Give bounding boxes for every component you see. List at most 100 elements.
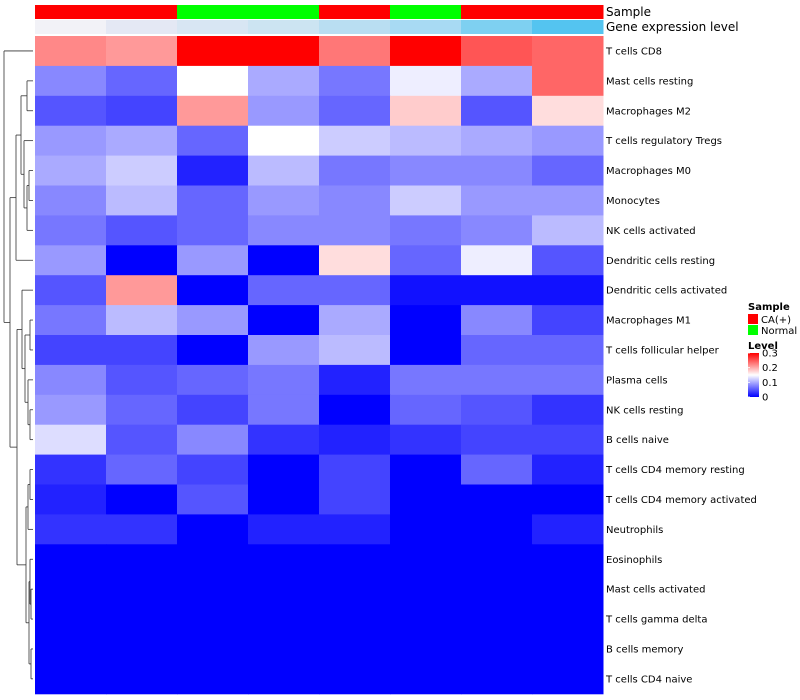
row-label-b-cells-memory: B cells memory <box>606 644 683 655</box>
heatmap-cell <box>532 185 604 216</box>
level-tick-label: 0.1 <box>762 378 778 389</box>
heatmap-cell <box>461 36 533 67</box>
heatmap-cell <box>319 514 391 545</box>
annotation-cell <box>319 20 391 34</box>
heatmap-cell <box>532 245 604 276</box>
heatmap-cell <box>461 634 533 665</box>
heatmap-cell <box>177 65 249 97</box>
heatmap-cell <box>461 155 533 186</box>
legend-label-ca: CA(+) <box>761 315 791 326</box>
heatmap-cell <box>106 215 178 246</box>
heatmap-cell <box>248 95 320 127</box>
annotation-cell <box>390 5 462 19</box>
row-dendrogram <box>3 50 33 680</box>
heatmap-cell <box>532 574 604 605</box>
heatmap-cell <box>106 65 178 97</box>
heatmap-cell <box>35 364 107 396</box>
heatmap-cells <box>35 36 604 695</box>
heatmap-cell <box>177 125 249 157</box>
heatmap-cell <box>319 394 391 426</box>
annotation-cell <box>390 20 462 34</box>
heatmap-cell <box>461 364 533 396</box>
legend-swatch-normal <box>748 325 758 335</box>
heatmap-cell <box>248 394 320 426</box>
heatmap-cell <box>177 305 249 336</box>
heatmap-cell <box>106 663 178 695</box>
heatmap-cell <box>248 275 320 306</box>
heatmap-cell <box>35 65 107 97</box>
heatmap-cell <box>106 454 178 485</box>
heatmap-cell <box>106 634 178 665</box>
heatmap-cell <box>35 634 107 665</box>
heatmap-cell <box>106 394 178 426</box>
annotation-cell <box>248 20 320 34</box>
heatmap-cell <box>390 185 462 216</box>
heatmap-cell <box>248 245 320 276</box>
heatmap-cell <box>106 125 178 157</box>
heatmap-cell <box>106 36 178 67</box>
heatmap-cell <box>177 215 249 246</box>
row-label-dendritic-cells-resting: Dendritic cells resting <box>606 256 715 267</box>
annotation-cell <box>35 5 107 19</box>
row-label-monocytes: Monocytes <box>606 196 660 207</box>
heatmap-cell <box>177 275 249 306</box>
heatmap-cell <box>319 125 391 157</box>
row-label-t-cells-follicular-helper: T cells follicular helper <box>605 345 720 356</box>
heatmap-cell <box>461 65 533 97</box>
heatmap-cell <box>35 275 107 306</box>
heatmap-cell <box>390 155 462 186</box>
heatmap-cell <box>319 484 391 515</box>
heatmap-cell <box>106 245 178 276</box>
annotation-cell <box>461 5 533 19</box>
heatmap-cell <box>532 155 604 186</box>
heatmap-cell <box>390 394 462 426</box>
row-label-t-cells-cd4-memory-activated: T cells CD4 memory activated <box>605 495 757 506</box>
row-label-macrophages-m2: Macrophages M2 <box>606 106 691 117</box>
row-label-dendritic-cells-activated: Dendritic cells activated <box>606 286 727 297</box>
level-color-bar <box>748 353 759 397</box>
heatmap-cell <box>106 484 178 515</box>
heatmap-cell <box>390 663 462 695</box>
heatmap-cell <box>248 364 320 396</box>
row-label-t-cells-cd4-memory-resting: T cells CD4 memory resting <box>605 465 745 476</box>
heatmap-cell <box>532 95 604 127</box>
annotation-cell <box>106 20 178 34</box>
legend-swatch-ca <box>748 314 758 324</box>
heatmap-cell <box>106 185 178 216</box>
row-label-nk-cells-resting: NK cells resting <box>606 405 683 416</box>
heatmap-cell <box>106 335 178 366</box>
heatmap-cell <box>319 544 391 575</box>
heatmap-cell <box>248 634 320 665</box>
heatmap-cell <box>532 604 604 635</box>
heatmap-cell <box>177 424 249 456</box>
heatmap-cell <box>461 215 533 246</box>
row-label-t-cells-cd4-naive: T cells CD4 naive <box>605 674 692 685</box>
heatmap-cell <box>390 634 462 665</box>
annotation-label-gene-expression-level: Gene expression level <box>606 20 739 34</box>
row-label-t-cells-gamma-delta: T cells gamma delta <box>605 615 707 626</box>
heatmap-cell <box>106 574 178 605</box>
row-label-mast-cells-activated: Mast cells activated <box>606 585 705 596</box>
heatmap-cell <box>390 245 462 276</box>
heatmap-cell <box>532 215 604 246</box>
heatmap-cell <box>248 514 320 545</box>
legend: Sample Level CA(+)Normal 0.3 0.2 0.1 0 <box>748 302 797 404</box>
level-tick-label: 0.3 <box>762 349 778 360</box>
heatmap-cell <box>35 514 107 545</box>
heatmap-cell <box>106 305 178 336</box>
heatmap-cell <box>461 185 533 216</box>
heatmap-cell <box>461 95 533 127</box>
heatmap-cell <box>106 275 178 306</box>
heatmap-cell <box>35 424 107 456</box>
heatmap-cell <box>35 574 107 605</box>
heatmap-cell <box>461 245 533 276</box>
level-tick-label: 0 <box>762 393 768 404</box>
heatmap-cell <box>177 544 249 575</box>
row-label-t-cells-regulatory-tregs: T cells regulatory Tregs <box>605 136 722 147</box>
heatmap-cell <box>35 394 107 426</box>
heatmap-cell <box>177 245 249 276</box>
heatmap-cell <box>319 95 391 127</box>
heatmap-cell <box>248 305 320 336</box>
